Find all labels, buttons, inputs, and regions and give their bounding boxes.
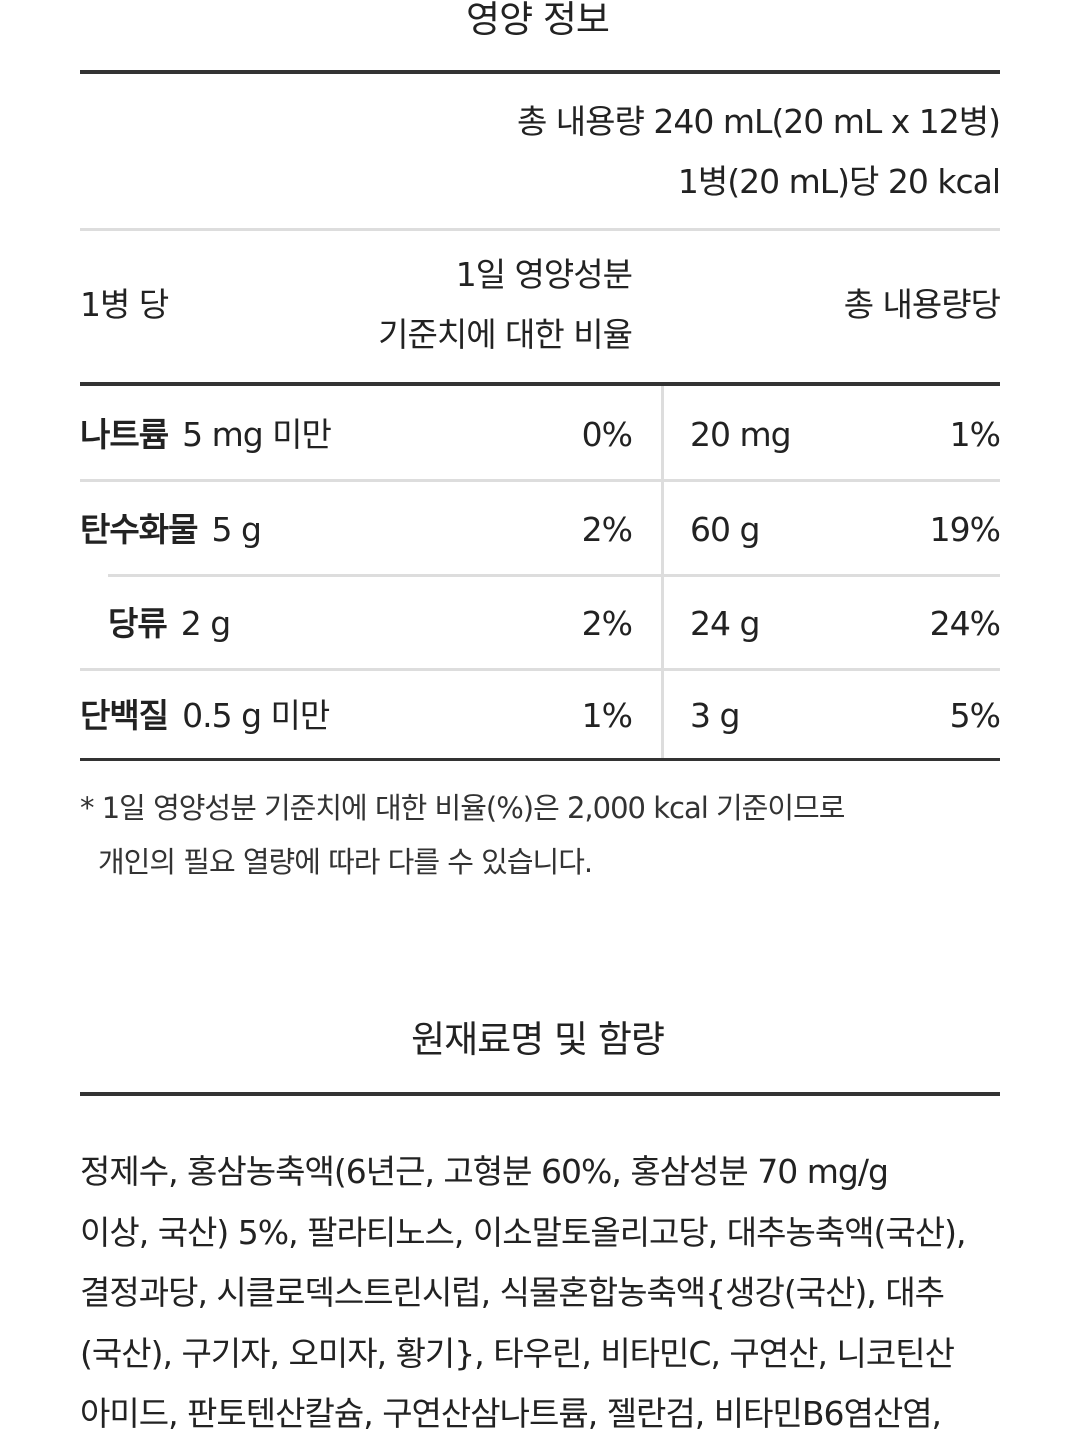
nutrient-amount: 2 g	[180, 604, 231, 643]
ingredient-line: 아미드, 판토텐산칼슘, 구연산삼나트륨, 젤란검, 비타민B6염산염,	[80, 1394, 942, 1433]
ingredient-line: 정제수, 홍삼농축액(6년근, 고형분 60%, 홍삼성분 70 mg/g	[80, 1152, 889, 1191]
kcal: 1병(20 mL)당 20 kcal	[677, 162, 1001, 201]
total-percent: 24%	[929, 604, 1001, 643]
nutrient-cell: 단백질 0.5 g 미만	[80, 696, 330, 736]
nutrient-cell: 나트륨 5 mg 미만	[80, 415, 332, 455]
footnote: * 1일 영양성분 기준치에 대한 비율(%)은 2,000 kcal 기준이므…	[80, 791, 845, 825]
nutrient-name: 단백질	[80, 696, 169, 735]
rule	[80, 479, 1000, 482]
rule	[80, 382, 1000, 386]
section-title: 영양 정보	[466, 0, 610, 41]
daily-percent: 1%	[581, 696, 633, 735]
total-amount: 3 g	[690, 696, 740, 735]
total-percent: 19%	[929, 510, 1001, 549]
header: 1병 당	[80, 285, 169, 324]
nutrient-name: 당류	[108, 604, 168, 643]
header: 1일 영양성분	[455, 255, 633, 294]
nutrient-cell: 탄수화물 5 g	[80, 510, 262, 550]
nutrient-amount: 5 g	[211, 510, 261, 549]
total-percent: 1%	[949, 415, 1001, 454]
total-percent: 5%	[949, 696, 1001, 735]
divider	[661, 386, 664, 760]
rule	[80, 668, 1000, 671]
rule	[80, 70, 1000, 74]
total-content: 총 내용량 240 mL(20 mL x 12병)	[516, 102, 1001, 141]
nutrient-amount: 5 mg 미만	[182, 415, 332, 454]
daily-percent: 0%	[581, 415, 633, 454]
ingredient-line: (국산), 구기자, 오미자, 황기}, 타우린, 비타민C, 구연산, 니코틴…	[80, 1333, 955, 1373]
nutrient-cell: 당류 2 g	[108, 604, 231, 644]
nutrient-amount: 0.5 g 미만	[182, 696, 330, 735]
header: 총 내용량당	[843, 285, 1001, 324]
nutrient-name: 탄수화물	[80, 510, 198, 549]
ingredient-line: 이상, 국산) 5%, 팔라티노스, 이소말토올리고당, 대추농축액(국산),	[80, 1212, 967, 1252]
nutrient-name: 나트륨	[80, 415, 169, 454]
rule	[108, 574, 1000, 577]
daily-percent: 2%	[581, 510, 633, 549]
footnote: 개인의 필요 열량에 따라 다를 수 있습니다.	[98, 845, 593, 879]
total-amount: 60 g	[690, 510, 760, 549]
rule	[80, 758, 1000, 761]
total-amount: 24 g	[690, 604, 760, 643]
rule	[80, 1092, 1000, 1096]
header: 기준치에 대한 비율	[378, 315, 633, 354]
section-title: 원재료명 및 함량	[411, 1018, 665, 1061]
rule	[80, 228, 1000, 231]
total-amount: 20 mg	[690, 415, 792, 454]
ingredient-line: 결정과당, 시클로덱스트린시럽, 식물혼합농축액{생강(국산), 대추	[80, 1273, 945, 1312]
daily-percent: 2%	[581, 604, 633, 643]
